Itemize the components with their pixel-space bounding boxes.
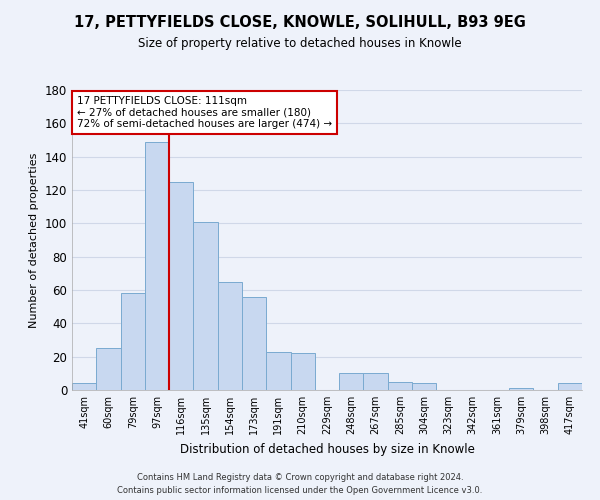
Bar [121, 294, 145, 390]
Text: Size of property relative to detached houses in Knowle: Size of property relative to detached ho… [138, 38, 462, 51]
Bar [169, 182, 193, 390]
Bar [218, 282, 242, 390]
Bar [290, 354, 315, 390]
Text: Distribution of detached houses by size in Knowle: Distribution of detached houses by size … [179, 442, 475, 456]
Bar [96, 348, 121, 390]
Text: 17 PETTYFIELDS CLOSE: 111sqm
← 27% of detached houses are smaller (180)
72% of s: 17 PETTYFIELDS CLOSE: 111sqm ← 27% of de… [77, 96, 332, 129]
Bar [72, 384, 96, 390]
Y-axis label: Number of detached properties: Number of detached properties [29, 152, 39, 328]
Bar [242, 296, 266, 390]
Text: 17, PETTYFIELDS CLOSE, KNOWLE, SOLIHULL, B93 9EG: 17, PETTYFIELDS CLOSE, KNOWLE, SOLIHULL,… [74, 15, 526, 30]
Bar [339, 374, 364, 390]
Text: Contains HM Land Registry data © Crown copyright and database right 2024.: Contains HM Land Registry data © Crown c… [137, 472, 463, 482]
Bar [558, 384, 582, 390]
Bar [509, 388, 533, 390]
Bar [412, 384, 436, 390]
Bar [266, 352, 290, 390]
Bar [193, 222, 218, 390]
Text: Contains public sector information licensed under the Open Government Licence v3: Contains public sector information licen… [118, 486, 482, 495]
Bar [145, 142, 169, 390]
Bar [364, 374, 388, 390]
Bar [388, 382, 412, 390]
